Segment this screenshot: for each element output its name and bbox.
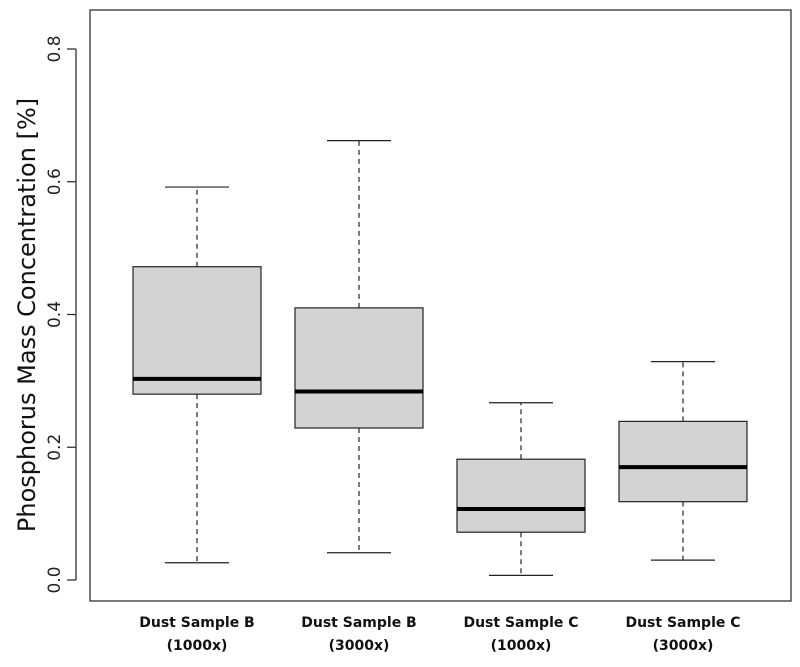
x-axis-labels: Dust Sample B (1000x) Dust Sample B (3000x)… [139,615,740,654]
plot-frame [89,9,792,602]
iqr-box [618,420,748,503]
category-label-line1: Dust Sample B [301,615,416,631]
box-group [456,402,586,576]
iqr-box [456,458,586,533]
category-label-line2: (1000x) [167,638,228,654]
y-tick-label: 0.8 [45,35,65,62]
iqr-box [294,307,424,429]
category-label-line1: Dust Sample B [139,615,254,631]
category-label-line1: Dust Sample C [463,615,578,631]
category-label-line2: (3000x) [653,638,714,654]
y-tick-label: 0.4 [45,301,65,328]
y-tick-label: 0.2 [45,434,65,461]
boxes [132,139,748,576]
box-group [294,139,424,554]
y-axis-label: Phosphorus Mass Concentration [%] [13,98,41,532]
y-tick-label: 0.6 [45,168,65,195]
category-label-line2: (1000x) [491,638,552,654]
y-tick-label: 0.0 [45,566,65,593]
category-label-line2: (3000x) [329,638,390,654]
box-group [618,361,748,561]
iqr-box [132,266,262,395]
y-axis: 0.0 0.2 0.4 0.6 0.8 [45,35,77,594]
box-group [132,186,262,564]
category-label-line1: Dust Sample C [625,615,740,631]
